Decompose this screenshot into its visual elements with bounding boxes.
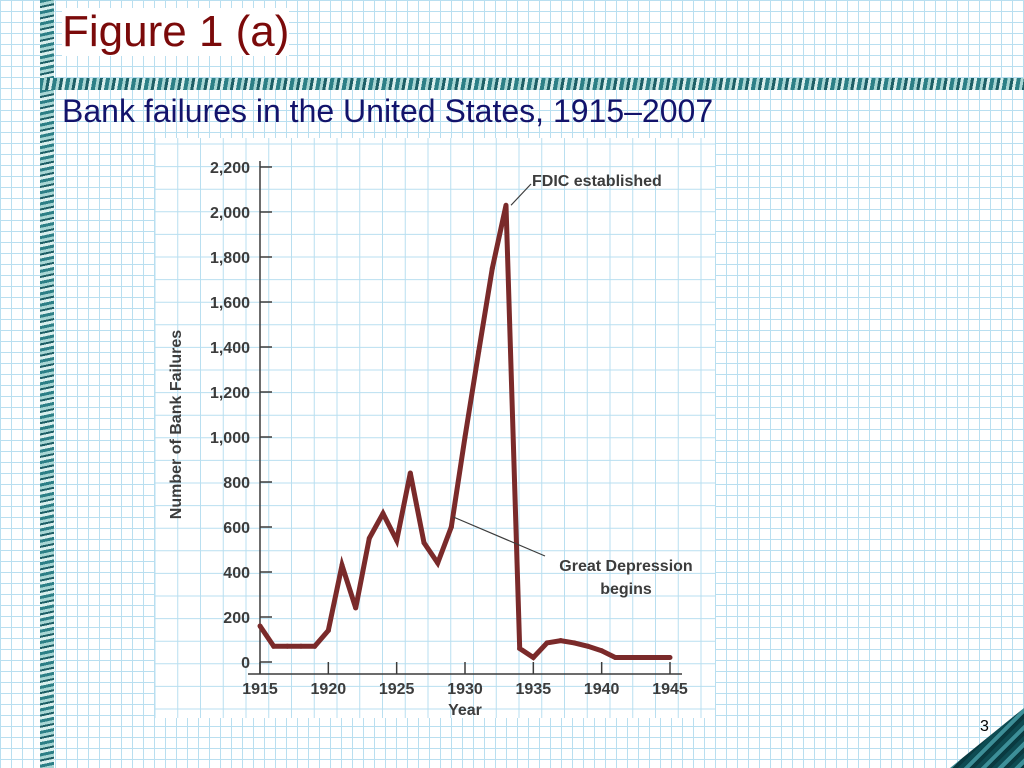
data-point: [667, 655, 673, 660]
data-point: [571, 640, 577, 646]
data-point: [544, 640, 550, 646]
data-point: [298, 643, 304, 649]
x-tick-label: 1920: [311, 681, 347, 698]
data-point: [503, 202, 509, 208]
data-point: [448, 524, 454, 530]
data-point: [640, 655, 646, 660]
data-point: [476, 349, 482, 354]
x-tick-label: 1945: [652, 681, 688, 698]
x-tick-label: 1935: [516, 681, 552, 698]
y-tick-label: 600: [223, 520, 250, 537]
y-tick-label: 1,400: [210, 340, 250, 357]
y-tick-label: 1,000: [210, 430, 250, 447]
data-point: [407, 470, 413, 476]
y-tick-label: 1,200: [210, 385, 250, 402]
corner-decoration: [950, 708, 1024, 768]
slide-number: 3: [980, 718, 989, 735]
data-point: [517, 646, 523, 651]
great-depression-annotation-leader: [453, 516, 546, 557]
data-point: [558, 638, 564, 644]
data-point: [271, 643, 277, 649]
great-depression-annotation-line-1: Great Depression: [559, 558, 692, 575]
fdic-annotation-leader: [510, 183, 532, 206]
y-tick-label: 800: [223, 475, 250, 492]
data-point: [339, 562, 345, 568]
data-point: [325, 628, 331, 633]
y-tick-label: 400: [223, 565, 250, 582]
data-point: [612, 655, 618, 660]
data-point: [421, 540, 427, 546]
y-tick-label: 2,000: [210, 205, 250, 222]
data-point: [435, 560, 441, 566]
data-point: [366, 535, 372, 541]
fdic-annotation: FDIC established: [532, 173, 662, 190]
chart-background: [155, 138, 715, 718]
x-tick-labels: 1915 1920 1925 1930 1935 1940 1945: [242, 681, 688, 698]
y-tick-label: 2,200: [210, 160, 250, 177]
slide-title: Figure 1 (a): [62, 7, 290, 57]
chart-annotations: FDIC established Great Depression begins: [453, 173, 693, 598]
data-point: [530, 655, 536, 660]
y-tick-label: 1,600: [210, 295, 250, 312]
data-point: [626, 655, 632, 660]
x-tick-label: 1940: [584, 681, 620, 698]
great-depression-annotation-line-2: begins: [600, 581, 652, 598]
data-point: [394, 538, 400, 543]
data-point: [462, 434, 468, 440]
bank-failures-chart: 0 200 400 600 800 1,000 1,200 1,400 1,600 1,800 2,…: [155, 138, 715, 718]
y-tick-label: 200: [223, 610, 250, 627]
y-tick-label: 1,800: [210, 250, 250, 267]
x-axis-label: Year: [448, 702, 482, 718]
data-point: [312, 643, 318, 649]
data-point: [489, 265, 495, 271]
x-tick-label: 1925: [379, 681, 415, 698]
y-axis-label: Number of Bank Failures: [168, 330, 185, 519]
x-tick-label: 1915: [242, 681, 278, 698]
left-decorative-band: [40, 0, 54, 768]
x-tick-label: 1930: [447, 681, 483, 698]
data-point: [257, 623, 263, 629]
data-point: [380, 511, 386, 516]
data-point: [284, 643, 290, 649]
title-divider-band: [40, 78, 1024, 90]
slide-subtitle: Bank failures in the United States, 1915…: [62, 93, 714, 129]
chart-grid: [155, 138, 715, 718]
data-point: [653, 655, 659, 660]
data-point: [353, 605, 359, 611]
y-tick-label: 0: [241, 655, 250, 672]
data-point: [599, 648, 605, 654]
series-points: [257, 202, 673, 660]
chart-axes: [248, 161, 682, 675]
y-tick-labels: 0 200 400 600 800 1,000 1,200 1,400 1,600 1,800 2,…: [210, 160, 250, 672]
data-point: [585, 643, 591, 649]
